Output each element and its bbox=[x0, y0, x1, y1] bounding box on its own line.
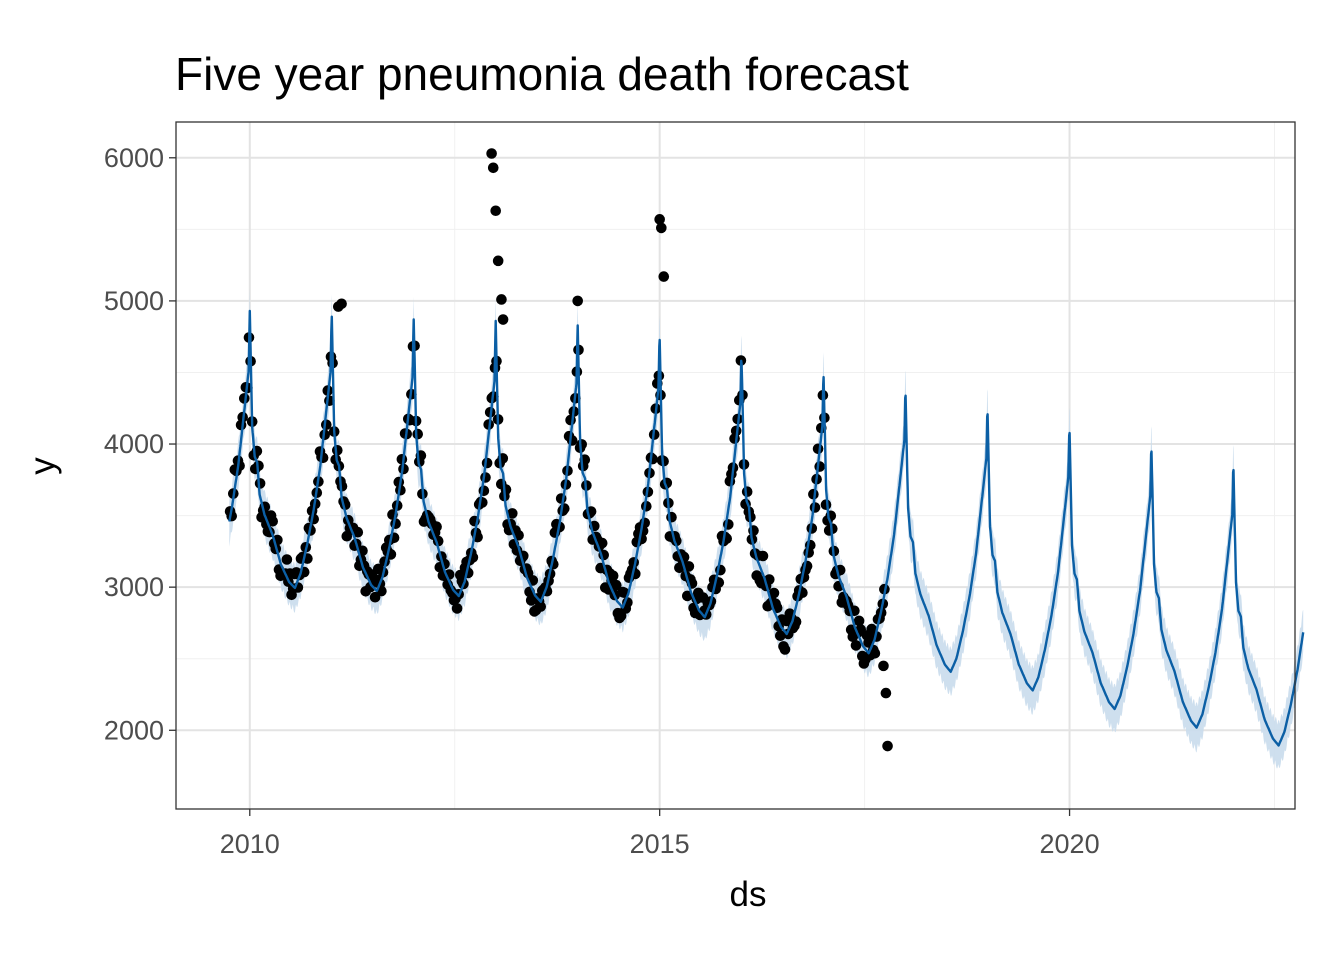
forecast-line bbox=[228, 309, 1305, 747]
observed-point bbox=[492, 255, 504, 267]
observed-point bbox=[812, 443, 824, 455]
observed-point bbox=[596, 537, 608, 549]
observed-point bbox=[647, 453, 658, 465]
observed-point bbox=[757, 550, 769, 562]
observed-point bbox=[775, 630, 786, 641]
observed-point bbox=[431, 521, 442, 532]
observed-point bbox=[611, 579, 622, 591]
observed-point bbox=[352, 526, 364, 538]
observed-point bbox=[853, 615, 865, 627]
observed-point bbox=[500, 484, 512, 495]
observed-point bbox=[486, 148, 497, 159]
observed-point bbox=[880, 687, 892, 699]
x-tick-label: 2015 bbox=[630, 829, 690, 859]
observed-point bbox=[333, 301, 344, 312]
observed-point bbox=[507, 508, 518, 519]
observed-point bbox=[535, 601, 546, 612]
x-tick-label: 2020 bbox=[1040, 829, 1100, 859]
forecast-line-layer bbox=[228, 309, 1305, 747]
observed-point bbox=[487, 162, 499, 174]
observed-point bbox=[656, 222, 667, 234]
observed-point bbox=[674, 562, 685, 574]
observed-point bbox=[683, 561, 695, 572]
y-tick-label: 2000 bbox=[104, 715, 164, 745]
observed-point bbox=[281, 554, 293, 565]
x-axis: 2010 2015 2020 bbox=[220, 809, 1100, 859]
y-tick-label: 5000 bbox=[104, 286, 164, 316]
observed-point bbox=[607, 570, 619, 582]
observed-point bbox=[878, 660, 889, 672]
minor-gridlines bbox=[176, 122, 1295, 809]
y-axis: 2000 3000 4000 5000 6000 bbox=[104, 143, 176, 745]
observed-point bbox=[412, 428, 424, 440]
y-tick-label: 3000 bbox=[104, 572, 164, 602]
observed-point bbox=[779, 644, 791, 655]
observed-point bbox=[866, 623, 877, 635]
major-gridlines bbox=[176, 122, 1295, 809]
observed-point bbox=[497, 314, 509, 325]
chart-title: Five year pneumonia death forecast bbox=[175, 48, 909, 100]
observed-point bbox=[566, 435, 578, 446]
observed-point bbox=[496, 294, 507, 305]
observed-point bbox=[768, 587, 780, 599]
observed-point bbox=[658, 271, 670, 282]
observed-point bbox=[572, 295, 583, 307]
observed-point bbox=[809, 502, 821, 513]
y-tick-label: 4000 bbox=[104, 429, 164, 459]
x-axis-title: ds bbox=[730, 875, 767, 914]
y-tick-label: 6000 bbox=[104, 143, 164, 173]
observed-point bbox=[654, 214, 665, 225]
observed-point bbox=[451, 603, 463, 614]
plot-border bbox=[175, 121, 1296, 810]
observed-point bbox=[682, 590, 693, 602]
observed-point bbox=[490, 205, 502, 217]
observed-point bbox=[396, 454, 408, 465]
observed-point bbox=[882, 740, 893, 752]
observed-point bbox=[869, 648, 881, 659]
x-tick-label: 2010 bbox=[220, 829, 280, 859]
observed-point bbox=[267, 516, 279, 527]
y-axis-title: y bbox=[23, 457, 62, 475]
observed-point bbox=[317, 452, 329, 464]
observed-point bbox=[814, 461, 825, 472]
observed-point bbox=[850, 640, 862, 651]
